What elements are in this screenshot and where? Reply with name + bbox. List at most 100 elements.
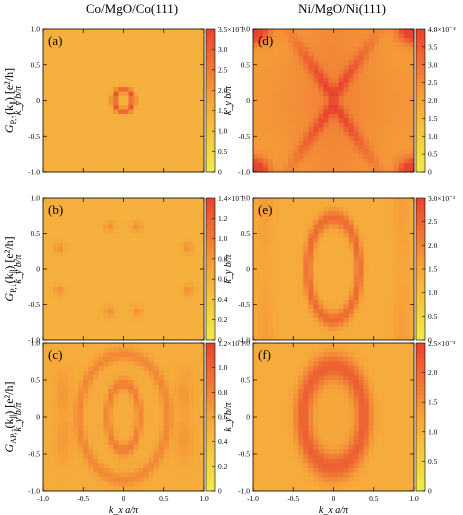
panel-b-cell bbox=[68, 246, 74, 252]
panel-e-cell bbox=[338, 300, 344, 305]
panel-d-cell bbox=[323, 167, 329, 173]
panel-d-cell bbox=[308, 100, 314, 106]
panel-a-cell bbox=[103, 87, 109, 92]
panel-c-cell bbox=[93, 426, 99, 432]
panel-b-cell bbox=[153, 237, 160, 243]
panel-c-cell bbox=[128, 384, 134, 390]
panel-e-cell bbox=[288, 300, 294, 305]
panel-a-cell bbox=[183, 149, 190, 155]
panel-e-cell bbox=[358, 246, 365, 252]
panel-a-cell bbox=[173, 127, 180, 133]
panel-b-cell bbox=[83, 313, 89, 319]
panel-e-cell bbox=[383, 215, 390, 221]
panel-e-colorbar-cell bbox=[416, 332, 425, 337]
panel-c-cell bbox=[128, 380, 134, 386]
panel-a-cell bbox=[73, 33, 79, 39]
panel-b-cell bbox=[103, 308, 109, 314]
panel-a-cell bbox=[128, 78, 134, 84]
panel-c-cell bbox=[53, 417, 59, 423]
panel-a-cell bbox=[143, 78, 150, 84]
panel-b-cell bbox=[143, 326, 150, 332]
panel-d-cell bbox=[388, 33, 395, 39]
panel-e-cell bbox=[303, 255, 309, 261]
panel-b-cell bbox=[128, 304, 134, 310]
panel-d-cell bbox=[353, 73, 360, 79]
panel-d-cell bbox=[288, 60, 294, 66]
panel-b-cell bbox=[103, 202, 109, 208]
panel-d-cell bbox=[258, 118, 264, 124]
panel-c-cell bbox=[63, 370, 69, 376]
panel-b-cell bbox=[188, 246, 195, 252]
panel-c-cell bbox=[93, 444, 99, 450]
panel-b-cell bbox=[83, 220, 89, 226]
panel-b-cell bbox=[63, 300, 69, 305]
panel-b-cell bbox=[198, 246, 205, 252]
panel-d-cell bbox=[408, 109, 415, 115]
panel-a-cell bbox=[103, 42, 109, 48]
panel-b-cell bbox=[173, 211, 180, 217]
panel-e-cell bbox=[308, 224, 314, 230]
panel-a-cell bbox=[178, 127, 185, 133]
panel-c-cell bbox=[103, 472, 109, 478]
panel-a-cell bbox=[98, 60, 104, 66]
panel-d-cell bbox=[288, 42, 294, 48]
panel-a-colorbar-cell bbox=[206, 79, 215, 84]
panel-b-cell bbox=[143, 304, 150, 310]
panel-e-cell bbox=[273, 286, 279, 292]
panel-c-cell bbox=[113, 426, 119, 432]
panel-b-cell bbox=[93, 326, 99, 332]
panel-a-cell bbox=[113, 96, 119, 101]
panel-a-cell bbox=[48, 118, 54, 124]
panel-e-cell bbox=[353, 335, 360, 341]
panel-e-cell bbox=[278, 335, 284, 341]
panel-e-cell bbox=[293, 211, 299, 217]
panel-d-cell bbox=[268, 100, 274, 106]
panel-b-cell bbox=[93, 233, 99, 239]
panel-b-cell bbox=[133, 211, 139, 217]
panel-b-cell bbox=[48, 326, 54, 332]
panel-c-cell bbox=[68, 393, 74, 399]
panel-b-cell bbox=[183, 322, 190, 328]
panel-a-cell bbox=[68, 60, 74, 66]
panel-b-cell bbox=[133, 206, 139, 212]
panel-a-cell bbox=[108, 51, 114, 57]
panel-d-cell bbox=[338, 69, 344, 75]
panel-a-cell bbox=[83, 122, 89, 128]
panel-e-cell bbox=[338, 233, 344, 239]
panel-e-cell bbox=[333, 282, 339, 288]
panel-c-cell bbox=[88, 384, 94, 390]
panel-c-cell bbox=[123, 430, 129, 436]
panel-c-cell bbox=[113, 449, 119, 455]
panel-d-cell bbox=[393, 73, 400, 79]
panel-c-cell bbox=[48, 370, 54, 376]
panel-e-cell bbox=[258, 335, 264, 341]
panel-d-cell bbox=[333, 163, 339, 168]
panel-e-cell bbox=[333, 264, 339, 270]
panel-e-ytick-label: -1.0 bbox=[238, 336, 250, 345]
panel-b-cell bbox=[73, 246, 79, 252]
panel-d-colorbar-cell bbox=[416, 139, 425, 144]
panel-d-cell bbox=[298, 60, 304, 66]
panel-b-colorbar-cell bbox=[206, 247, 215, 252]
panel-a-cell bbox=[138, 46, 145, 52]
panel-d-cell bbox=[368, 64, 375, 70]
panel-b-colorbar-tick-label: 0.8 bbox=[218, 254, 228, 263]
panel-d-cell bbox=[313, 33, 319, 39]
panel-d-cell bbox=[298, 158, 304, 164]
panel-e-cell bbox=[268, 308, 274, 314]
panel-d-cell bbox=[313, 122, 319, 128]
panel-e-cell bbox=[378, 264, 385, 270]
panel-c-cell bbox=[123, 366, 129, 372]
panel-e-cell bbox=[373, 269, 380, 274]
panel-e-cell bbox=[313, 255, 319, 261]
panel-d-cell bbox=[283, 78, 289, 84]
panel-e-cell bbox=[313, 286, 319, 292]
panel-d-cell bbox=[313, 87, 319, 92]
panel-b-cell bbox=[113, 202, 119, 208]
panel-d-cell bbox=[408, 127, 415, 133]
panel-d-cell bbox=[333, 37, 339, 43]
panel-e-cell bbox=[303, 269, 309, 274]
panel-e-cell bbox=[268, 322, 274, 328]
panel-b-cell bbox=[63, 211, 69, 217]
panel-c-cell bbox=[78, 426, 84, 432]
